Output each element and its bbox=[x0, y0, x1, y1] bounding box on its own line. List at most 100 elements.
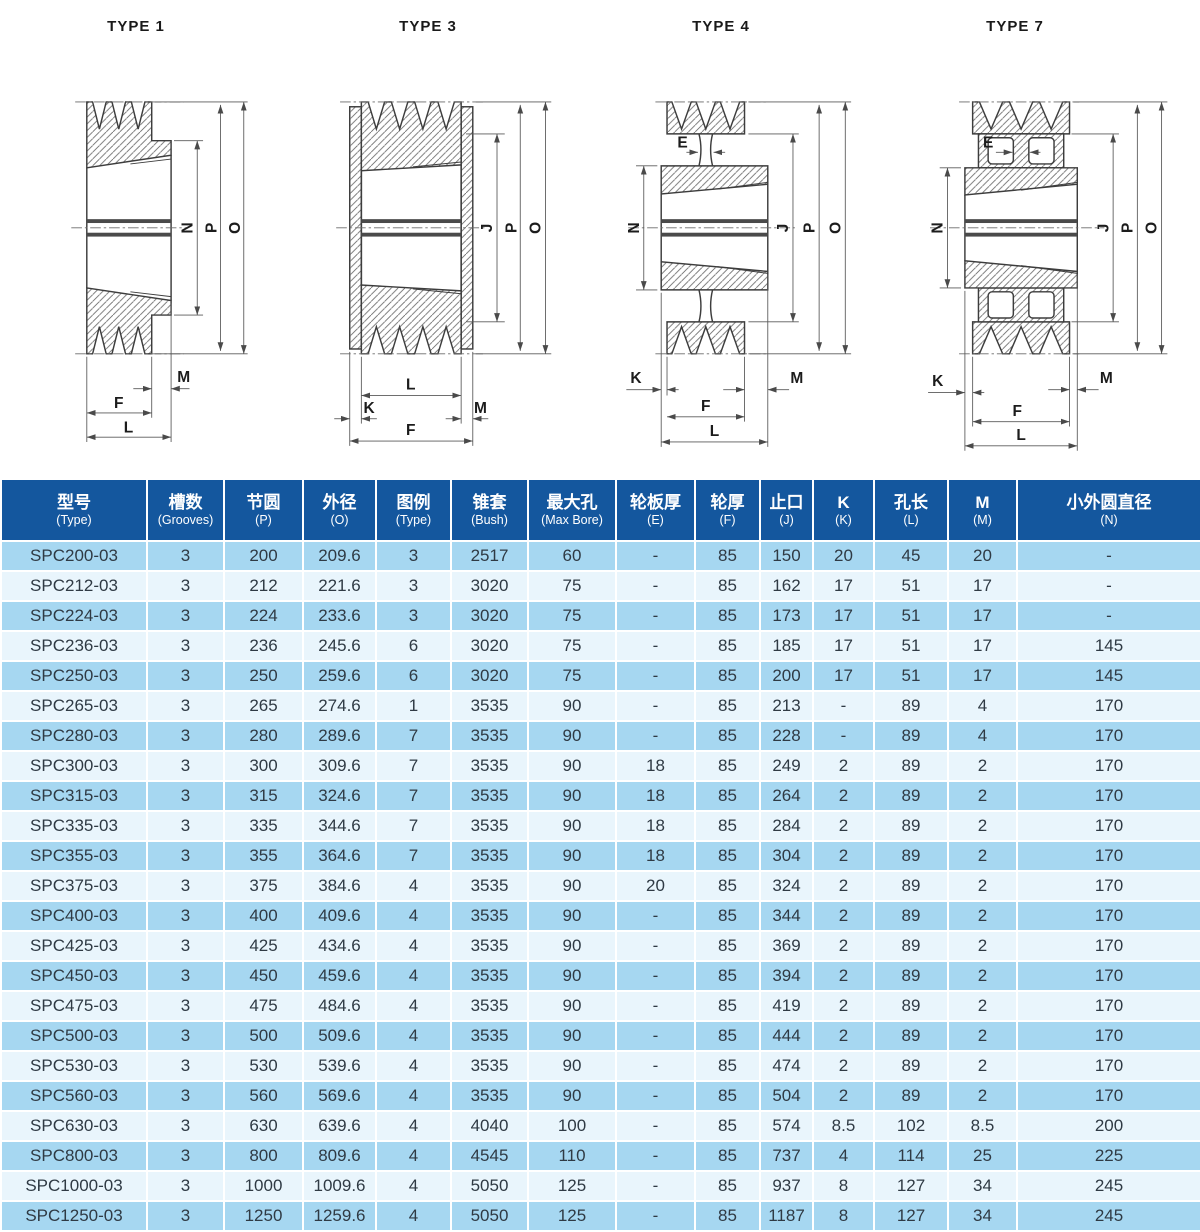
cell: 1250 bbox=[223, 1200, 304, 1232]
cell: 170 bbox=[1016, 840, 1200, 872]
cell: 425 bbox=[223, 930, 304, 962]
cell: 51 bbox=[873, 660, 949, 692]
table-row: SPC1000-03 3 1000 1009.6 4 5050 125-85 937 8 127 3… bbox=[0, 1170, 1200, 1202]
cell: - bbox=[615, 1050, 696, 1082]
drawing-title: TYPE 7 bbox=[986, 18, 1044, 35]
dim-label-m: M bbox=[790, 370, 803, 387]
table-row: SPC280-03 3 280 289.6 7 3535 90-85 228-89 4 170 bbox=[0, 720, 1200, 752]
cell: 8 bbox=[812, 1200, 875, 1232]
cell: SPC224-03 bbox=[0, 600, 148, 632]
cell: 170 bbox=[1016, 930, 1200, 962]
cell: 2 bbox=[947, 750, 1018, 782]
dim-label-m: M bbox=[474, 400, 487, 417]
cell: 125 bbox=[527, 1200, 617, 1232]
dim-label-o: O bbox=[827, 222, 844, 234]
cell: 1009.6 bbox=[302, 1170, 377, 1202]
cell: 2 bbox=[947, 990, 1018, 1022]
cell: 20 bbox=[812, 540, 875, 572]
cell: 20 bbox=[615, 870, 696, 902]
column-header-13: 小外圆直径 (N) bbox=[1016, 478, 1200, 542]
cell: - bbox=[615, 1170, 696, 1202]
cell: 51 bbox=[873, 630, 949, 662]
cell: 280 bbox=[223, 720, 304, 752]
cell: 7 bbox=[375, 840, 452, 872]
dim-label-j: J bbox=[775, 224, 792, 233]
cell: 236 bbox=[223, 630, 304, 662]
cell: 6 bbox=[375, 660, 452, 692]
cell: 200 bbox=[223, 540, 304, 572]
cell: 304 bbox=[759, 840, 814, 872]
cell: 170 bbox=[1016, 960, 1200, 992]
cell: 737 bbox=[759, 1140, 814, 1172]
cell: 7 bbox=[375, 750, 452, 782]
cell: 2 bbox=[812, 750, 875, 782]
table-row: SPC475-03 3 475 484.6 4 3535 90-85 419 2 89 2 170 bbox=[0, 990, 1200, 1022]
cell: 90 bbox=[527, 750, 617, 782]
cell: SPC400-03 bbox=[0, 900, 148, 932]
cell: SPC355-03 bbox=[0, 840, 148, 872]
cell: 3535 bbox=[450, 840, 529, 872]
cell: 315 bbox=[223, 780, 304, 812]
cell: 3535 bbox=[450, 990, 529, 1022]
cell: 7 bbox=[375, 720, 452, 752]
drawing-type-7: TYPE 7 E bbox=[908, 6, 1200, 478]
table-row: SPC425-03 3 425 434.6 4 3535 90-85 369 2 89 2 170 bbox=[0, 930, 1200, 962]
column-header-7: 轮板厚 (E) bbox=[615, 478, 696, 542]
dim-label-l: L bbox=[124, 419, 133, 436]
table-row: SPC200-03 3 200 209.6 3 2517 60-85 150 20 45 20- bbox=[0, 540, 1200, 572]
cell: 3 bbox=[146, 630, 225, 662]
cell: 85 bbox=[694, 750, 761, 782]
cell: 221.6 bbox=[302, 570, 377, 602]
cell: 6 bbox=[375, 630, 452, 662]
cell: 89 bbox=[873, 1020, 949, 1052]
cell: 300 bbox=[223, 750, 304, 782]
cell: 4 bbox=[375, 1050, 452, 1082]
column-header-5: 锥套 (Bush) bbox=[450, 478, 529, 542]
cell: 127 bbox=[873, 1200, 949, 1232]
cell: 170 bbox=[1016, 690, 1200, 722]
cell: 4545 bbox=[450, 1140, 529, 1172]
drawing-title: TYPE 1 bbox=[107, 18, 165, 35]
cell: 90 bbox=[527, 990, 617, 1022]
cell: 85 bbox=[694, 990, 761, 1022]
cell: 7 bbox=[375, 780, 452, 812]
cell: 3020 bbox=[450, 630, 529, 662]
cell: 3 bbox=[146, 720, 225, 752]
column-header-2: 节圆 (P) bbox=[223, 478, 304, 542]
cell: 369 bbox=[759, 930, 814, 962]
column-header-4: 图例 (Type) bbox=[375, 478, 452, 542]
cell: 264 bbox=[759, 780, 814, 812]
cell: 630 bbox=[223, 1110, 304, 1142]
column-header-12: M (M) bbox=[947, 478, 1018, 542]
cell: 444 bbox=[759, 1020, 814, 1052]
column-header-11: 孔长 (L) bbox=[873, 478, 949, 542]
cell: 89 bbox=[873, 930, 949, 962]
cell: SPC315-03 bbox=[0, 780, 148, 812]
table-row: SPC500-03 3 500 509.6 4 3535 90-85 444 2 89 2 170 bbox=[0, 1020, 1200, 1052]
cell: 170 bbox=[1016, 810, 1200, 842]
cell: SPC200-03 bbox=[0, 540, 148, 572]
cell: 17 bbox=[947, 600, 1018, 632]
cell: 90 bbox=[527, 1020, 617, 1052]
cell: 2517 bbox=[450, 540, 529, 572]
cell: 125 bbox=[527, 1170, 617, 1202]
pulley-cross-section-type-1-diagram: N P O M F L bbox=[71, 101, 248, 442]
cell: 90 bbox=[527, 690, 617, 722]
cell: 4 bbox=[375, 900, 452, 932]
cell: 375 bbox=[223, 870, 304, 902]
cell: 2 bbox=[947, 1050, 1018, 1082]
cell: SPC530-03 bbox=[0, 1050, 148, 1082]
cell: 245.6 bbox=[302, 630, 377, 662]
cell: 170 bbox=[1016, 750, 1200, 782]
pulley-cross-section-type-7-diagram: E N J P O bbox=[928, 101, 1168, 451]
cell: - bbox=[615, 1200, 696, 1232]
cell: 8 bbox=[812, 1170, 875, 1202]
cell: - bbox=[615, 960, 696, 992]
cell: 3535 bbox=[450, 810, 529, 842]
cell: 5050 bbox=[450, 1200, 529, 1232]
cell: 18 bbox=[615, 840, 696, 872]
cell: 51 bbox=[873, 600, 949, 632]
cell: 4 bbox=[375, 990, 452, 1022]
cell: 3 bbox=[146, 1050, 225, 1082]
dim-label-k: K bbox=[932, 373, 944, 390]
